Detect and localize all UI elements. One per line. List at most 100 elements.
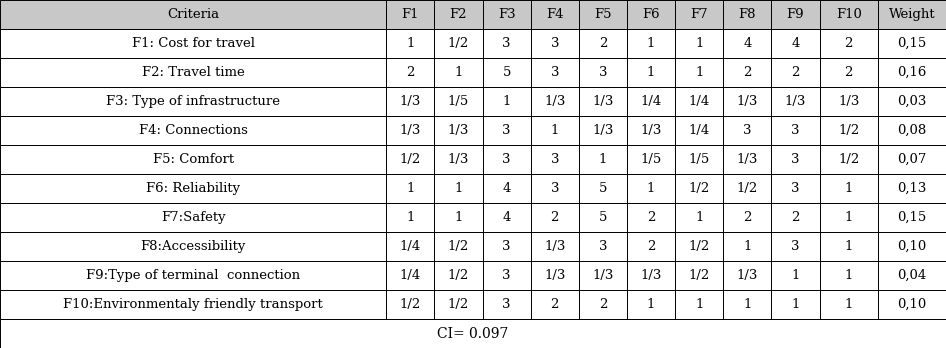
Bar xyxy=(482,87,531,116)
Text: 1/4: 1/4 xyxy=(689,124,710,137)
Bar xyxy=(724,145,771,174)
Bar xyxy=(675,261,724,290)
Text: 3: 3 xyxy=(502,124,511,137)
Bar xyxy=(878,145,946,174)
Bar xyxy=(819,87,878,116)
Text: 1: 1 xyxy=(454,211,463,224)
Bar xyxy=(0,319,946,348)
Text: 1/3: 1/3 xyxy=(544,269,566,282)
Text: 3: 3 xyxy=(502,153,511,166)
Bar xyxy=(579,145,627,174)
Bar xyxy=(579,261,627,290)
Bar xyxy=(579,232,627,261)
Text: 1: 1 xyxy=(406,37,414,50)
Bar xyxy=(579,174,627,203)
Text: 1/3: 1/3 xyxy=(399,95,421,108)
Text: F2: Travel time: F2: Travel time xyxy=(142,66,244,79)
Bar xyxy=(724,29,771,58)
Text: 4: 4 xyxy=(792,37,799,50)
Text: 1/2: 1/2 xyxy=(689,269,710,282)
Bar xyxy=(579,0,627,29)
Bar xyxy=(878,232,946,261)
Text: 1: 1 xyxy=(406,211,414,224)
Text: 1: 1 xyxy=(502,95,511,108)
Text: F10: F10 xyxy=(835,8,862,21)
Text: 3: 3 xyxy=(502,240,511,253)
Bar xyxy=(434,29,482,58)
Text: 3: 3 xyxy=(599,66,607,79)
Bar xyxy=(386,290,434,319)
Text: 3: 3 xyxy=(744,124,752,137)
Bar xyxy=(0,116,386,145)
Bar xyxy=(579,290,627,319)
Text: 1/3: 1/3 xyxy=(592,124,614,137)
Text: 3: 3 xyxy=(502,298,511,311)
Bar xyxy=(724,261,771,290)
Bar xyxy=(771,232,819,261)
Bar xyxy=(579,203,627,232)
Bar xyxy=(878,261,946,290)
Text: 1: 1 xyxy=(599,153,607,166)
Bar xyxy=(0,174,386,203)
Bar xyxy=(434,145,482,174)
Text: 3: 3 xyxy=(502,269,511,282)
Bar xyxy=(819,203,878,232)
Text: 1/2: 1/2 xyxy=(447,269,469,282)
Bar xyxy=(627,87,675,116)
Text: 0,03: 0,03 xyxy=(897,95,926,108)
Text: 1/4: 1/4 xyxy=(640,95,661,108)
Text: 1/3: 1/3 xyxy=(737,95,758,108)
Text: 2: 2 xyxy=(551,211,559,224)
Bar xyxy=(627,203,675,232)
Text: 1/3: 1/3 xyxy=(544,240,566,253)
Bar xyxy=(675,87,724,116)
Bar xyxy=(386,145,434,174)
Text: 2: 2 xyxy=(792,66,799,79)
Text: 3: 3 xyxy=(791,153,799,166)
Text: 1/5: 1/5 xyxy=(640,153,661,166)
Text: 1: 1 xyxy=(454,66,463,79)
Text: 2: 2 xyxy=(406,66,414,79)
Text: 1/3: 1/3 xyxy=(592,95,614,108)
Bar xyxy=(627,145,675,174)
Bar xyxy=(675,174,724,203)
Text: 3: 3 xyxy=(502,37,511,50)
Text: 1: 1 xyxy=(695,211,704,224)
Text: CI= 0.097: CI= 0.097 xyxy=(437,326,509,340)
Bar xyxy=(531,58,579,87)
Text: F9: F9 xyxy=(787,8,804,21)
Bar xyxy=(819,58,878,87)
Text: 1: 1 xyxy=(695,298,704,311)
Text: F7:Safety: F7:Safety xyxy=(161,211,225,224)
Text: 1/3: 1/3 xyxy=(544,95,566,108)
Text: 1: 1 xyxy=(647,182,656,195)
Bar xyxy=(675,203,724,232)
Bar xyxy=(771,58,819,87)
Text: 0,10: 0,10 xyxy=(897,240,926,253)
Bar xyxy=(386,232,434,261)
Bar xyxy=(771,290,819,319)
Text: F8:Accessibility: F8:Accessibility xyxy=(140,240,246,253)
Bar xyxy=(627,232,675,261)
Bar xyxy=(482,29,531,58)
Text: 1: 1 xyxy=(792,269,799,282)
Text: 3: 3 xyxy=(791,240,799,253)
Text: 2: 2 xyxy=(647,211,656,224)
Text: F7: F7 xyxy=(691,8,708,21)
Text: 1: 1 xyxy=(744,240,751,253)
Bar xyxy=(771,174,819,203)
Bar xyxy=(531,174,579,203)
Bar xyxy=(386,29,434,58)
Text: 1/2: 1/2 xyxy=(838,153,859,166)
Text: F9:Type of terminal  connection: F9:Type of terminal connection xyxy=(86,269,300,282)
Text: 1/2: 1/2 xyxy=(689,182,710,195)
Text: F1: Cost for travel: F1: Cost for travel xyxy=(131,37,254,50)
Bar xyxy=(819,261,878,290)
Bar xyxy=(724,0,771,29)
Bar xyxy=(434,58,482,87)
Bar xyxy=(627,174,675,203)
Text: 1: 1 xyxy=(845,298,853,311)
Text: 1: 1 xyxy=(551,124,559,137)
Bar xyxy=(434,174,482,203)
Bar xyxy=(434,0,482,29)
